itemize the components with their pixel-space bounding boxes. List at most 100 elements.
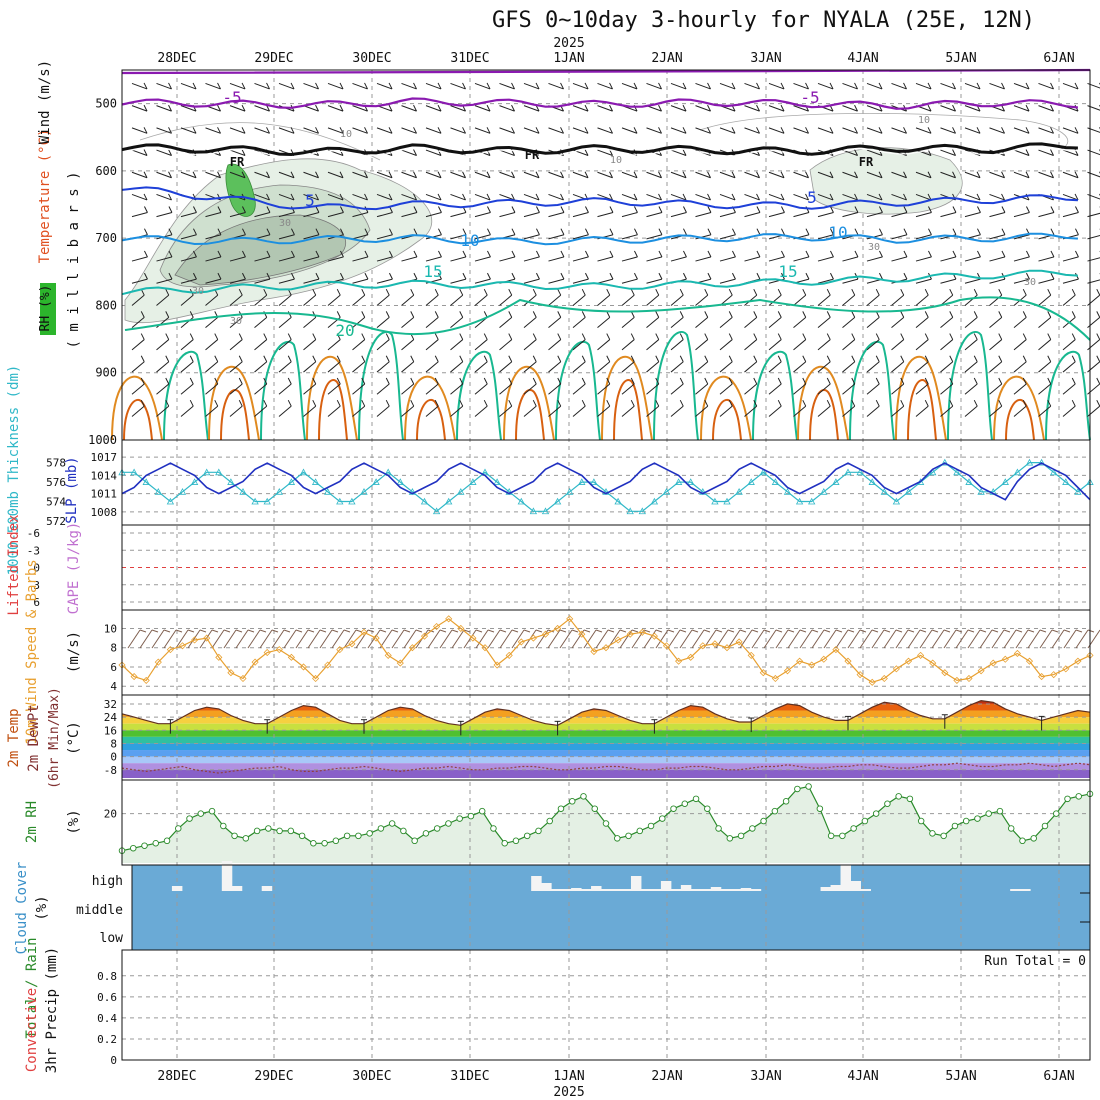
- wind-barb: [891, 234, 908, 240]
- wind-barb: [1087, 193, 1100, 200]
- wind-barb-flag: [486, 104, 491, 112]
- wind-barb-flag: [609, 206, 614, 213]
- temperature-axis-label: Temperature (°C): [37, 129, 53, 264]
- wind-barb-flag: [238, 288, 243, 296]
- wind-barb-flag: [753, 333, 758, 340]
- wind-barb: [768, 294, 782, 306]
- wind-barb-flag: [290, 171, 295, 178]
- wind-barb: [572, 127, 589, 134]
- wind-barb-flag: [802, 355, 807, 362]
- wind-barb-flag: [144, 250, 148, 258]
- rh2m-point: [467, 812, 475, 820]
- wind10m-barb: [727, 629, 741, 649]
- wind-barb: [817, 361, 831, 373]
- isotherm-label: 20: [335, 321, 354, 340]
- wind-barb: [474, 278, 491, 284]
- rh2m-point: [884, 800, 891, 808]
- wind-barb: [229, 405, 243, 417]
- wind-barb: [719, 316, 733, 329]
- temp-band: [122, 750, 1090, 757]
- wind-barb-flag: [1047, 377, 1052, 385]
- wind-barb: [670, 127, 687, 134]
- wind-barb: [670, 82, 687, 90]
- wind-barb: [131, 105, 148, 112]
- thickness-tick-label: 576: [46, 476, 66, 489]
- wind-barb: [1087, 212, 1100, 218]
- wind-barb-flag: [655, 333, 660, 340]
- wind10m-point: [638, 628, 646, 636]
- wind-barb-flag: [903, 206, 908, 213]
- wind10m-barb-flag: [1063, 629, 1071, 633]
- wind-barb: [278, 193, 295, 201]
- wind-barb: [278, 294, 292, 306]
- wind-barb: [621, 383, 635, 395]
- wind-barb: [989, 82, 1005, 90]
- wind-barb-flag: [633, 82, 638, 90]
- wind-barb-flag: [581, 399, 586, 407]
- rh2m-point: [816, 805, 824, 812]
- wind-barb-flag: [777, 311, 782, 318]
- wind-barb: [401, 149, 417, 156]
- wind10m-point: [142, 676, 150, 684]
- wind-barb: [940, 149, 956, 156]
- wind-barb: [180, 361, 194, 373]
- wind-barb: [523, 383, 537, 395]
- wind-barb: [964, 294, 978, 306]
- wind10m-barb: [763, 629, 777, 649]
- wind-barb: [254, 82, 270, 90]
- wind-barb-flag: [1001, 250, 1006, 258]
- wind-barb: [646, 316, 660, 329]
- wind10m-point: [783, 667, 792, 675]
- wind-barb: [450, 256, 467, 262]
- wind-barb-flag: [756, 104, 760, 112]
- wind-barb: [474, 234, 491, 240]
- wind-barb: [866, 405, 880, 417]
- top-date-label: 4JAN: [847, 51, 878, 66]
- wind-barb-flag: [682, 193, 687, 201]
- wind-barb: [940, 316, 954, 329]
- rh2m-point: [850, 825, 857, 832]
- wind-barb: [1038, 149, 1054, 156]
- wind-barb: [719, 361, 733, 373]
- wind-barb-flag: [266, 171, 270, 178]
- wind-barb-flag: [266, 250, 271, 258]
- wind-barb: [695, 339, 709, 351]
- wind10m-barb: [871, 629, 885, 649]
- wind-barb: [866, 149, 883, 156]
- wind10m-point: [1062, 665, 1070, 673]
- wind-barb: [499, 294, 513, 306]
- wind10m-barb: [259, 629, 273, 649]
- temp-contour-25: [700, 375, 752, 441]
- wind-barb-flag: [1047, 355, 1052, 362]
- rh-axis-label: RH (%): [38, 285, 53, 332]
- y-tick-label: 900: [95, 366, 117, 380]
- wind-barb-flag: [143, 82, 148, 90]
- wind-barb: [793, 171, 809, 179]
- wind-barb-flag: [361, 288, 366, 296]
- wind-barb: [768, 316, 782, 329]
- wind10m-point: [360, 628, 368, 636]
- wind-barb-flag: [140, 399, 145, 407]
- wind-barb-flag: [609, 193, 613, 201]
- temp-contour-20: [260, 340, 306, 441]
- rh-contour-10: [699, 113, 1069, 151]
- wind-barb: [1038, 105, 1054, 112]
- wind-barb: [793, 316, 807, 329]
- temp-contour-25: [404, 375, 456, 441]
- wind10m-point: [445, 615, 453, 623]
- wind-barb: [915, 82, 932, 90]
- wind-barb-flag: [973, 377, 978, 385]
- wind-barb: [450, 234, 467, 240]
- wind-barb: [695, 193, 711, 201]
- wind-barb: [474, 193, 491, 201]
- rh2m-point: [962, 817, 970, 825]
- wind-barb: [376, 278, 393, 284]
- wind-barb-flag: [585, 250, 589, 258]
- wind-barb-flag: [511, 104, 515, 112]
- wind-barb-flag: [389, 272, 393, 280]
- wind-barb-flag: [927, 171, 932, 178]
- wind-barb: [621, 278, 638, 284]
- wind10m-point: [493, 661, 501, 669]
- wind-barb: [450, 316, 464, 329]
- wind-barb: [744, 339, 758, 351]
